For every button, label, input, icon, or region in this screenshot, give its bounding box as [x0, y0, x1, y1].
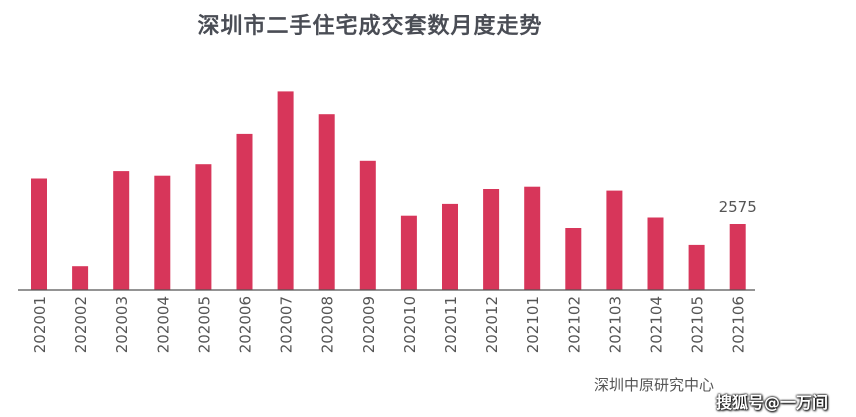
x-tick-label-202010: 202010: [401, 296, 419, 353]
bar-202004: [154, 175, 171, 290]
x-tick-label-202003: 202003: [113, 296, 131, 353]
x-tick-label-202006: 202006: [237, 296, 255, 353]
x-tick-label-202101: 202101: [524, 296, 542, 353]
bar-202001: [31, 178, 47, 290]
x-tick-label-202005: 202005: [195, 296, 213, 353]
bar-202106: [729, 224, 746, 290]
chart-title: 深圳市二手住宅成交套数月度走势: [197, 14, 543, 39]
bar-202011: [442, 203, 458, 290]
bar-202105: [688, 244, 705, 290]
x-tick-label-202102: 202102: [565, 296, 583, 353]
x-tick-label-202012: 202012: [483, 296, 501, 353]
x-tick-label-202001: 202001: [31, 296, 49, 353]
x-tick-label-202106: 202106: [730, 296, 748, 353]
bar-202003: [113, 171, 130, 290]
bar-202006: [236, 133, 253, 290]
x-tick-label-202105: 202105: [689, 296, 707, 353]
x-tick-label-202004: 202004: [154, 296, 172, 353]
bar-202002: [72, 266, 89, 290]
bar-202005: [195, 164, 212, 290]
bar-202007: [277, 91, 294, 291]
bar-202009: [359, 160, 376, 290]
bar-202104: [647, 217, 664, 290]
bar-202012: [483, 189, 500, 290]
x-tick-label-202009: 202009: [360, 296, 378, 353]
x-tick-label-202008: 202008: [319, 296, 337, 353]
x-tick-label-202011: 202011: [442, 296, 460, 353]
bar-202101: [524, 186, 541, 290]
x-tick-label-202007: 202007: [278, 296, 296, 353]
source-note: 深圳中原研究中心: [594, 376, 715, 394]
x-tick-label-202002: 202002: [72, 296, 90, 353]
data-label-202106: 2575: [719, 198, 757, 216]
bar-202102: [565, 228, 582, 290]
bar-202010: [400, 215, 417, 290]
bar-202008: [318, 114, 335, 290]
watermark: 搜狐号@一万间: [716, 393, 829, 412]
bar-202103: [606, 190, 623, 290]
x-tick-label-202104: 202104: [648, 296, 666, 353]
x-tick-label-202103: 202103: [606, 296, 624, 353]
